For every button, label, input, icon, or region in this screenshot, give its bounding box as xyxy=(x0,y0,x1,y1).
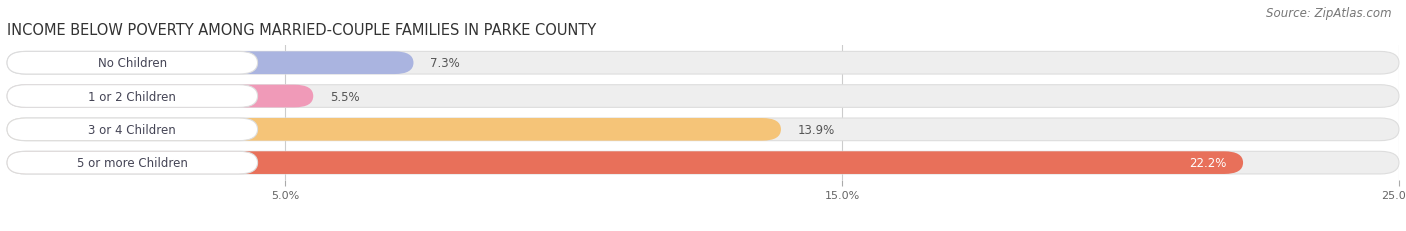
Text: Source: ZipAtlas.com: Source: ZipAtlas.com xyxy=(1267,7,1392,20)
FancyBboxPatch shape xyxy=(7,52,413,75)
FancyBboxPatch shape xyxy=(7,52,257,75)
FancyBboxPatch shape xyxy=(7,52,1399,75)
FancyBboxPatch shape xyxy=(7,152,1243,174)
Text: INCOME BELOW POVERTY AMONG MARRIED-COUPLE FAMILIES IN PARKE COUNTY: INCOME BELOW POVERTY AMONG MARRIED-COUPL… xyxy=(7,23,596,38)
Text: 22.2%: 22.2% xyxy=(1189,156,1226,169)
FancyBboxPatch shape xyxy=(7,119,257,141)
FancyBboxPatch shape xyxy=(7,152,1399,174)
FancyBboxPatch shape xyxy=(7,85,1399,108)
FancyBboxPatch shape xyxy=(7,119,780,141)
FancyBboxPatch shape xyxy=(7,119,1399,141)
FancyBboxPatch shape xyxy=(7,85,314,108)
Text: No Children: No Children xyxy=(98,57,167,70)
Text: 3 or 4 Children: 3 or 4 Children xyxy=(89,123,176,136)
FancyBboxPatch shape xyxy=(7,85,257,108)
FancyBboxPatch shape xyxy=(7,152,257,174)
Text: 5.5%: 5.5% xyxy=(330,90,360,103)
Text: 5 or more Children: 5 or more Children xyxy=(77,156,188,169)
Text: 7.3%: 7.3% xyxy=(430,57,460,70)
Text: 1 or 2 Children: 1 or 2 Children xyxy=(89,90,176,103)
Text: 13.9%: 13.9% xyxy=(797,123,835,136)
